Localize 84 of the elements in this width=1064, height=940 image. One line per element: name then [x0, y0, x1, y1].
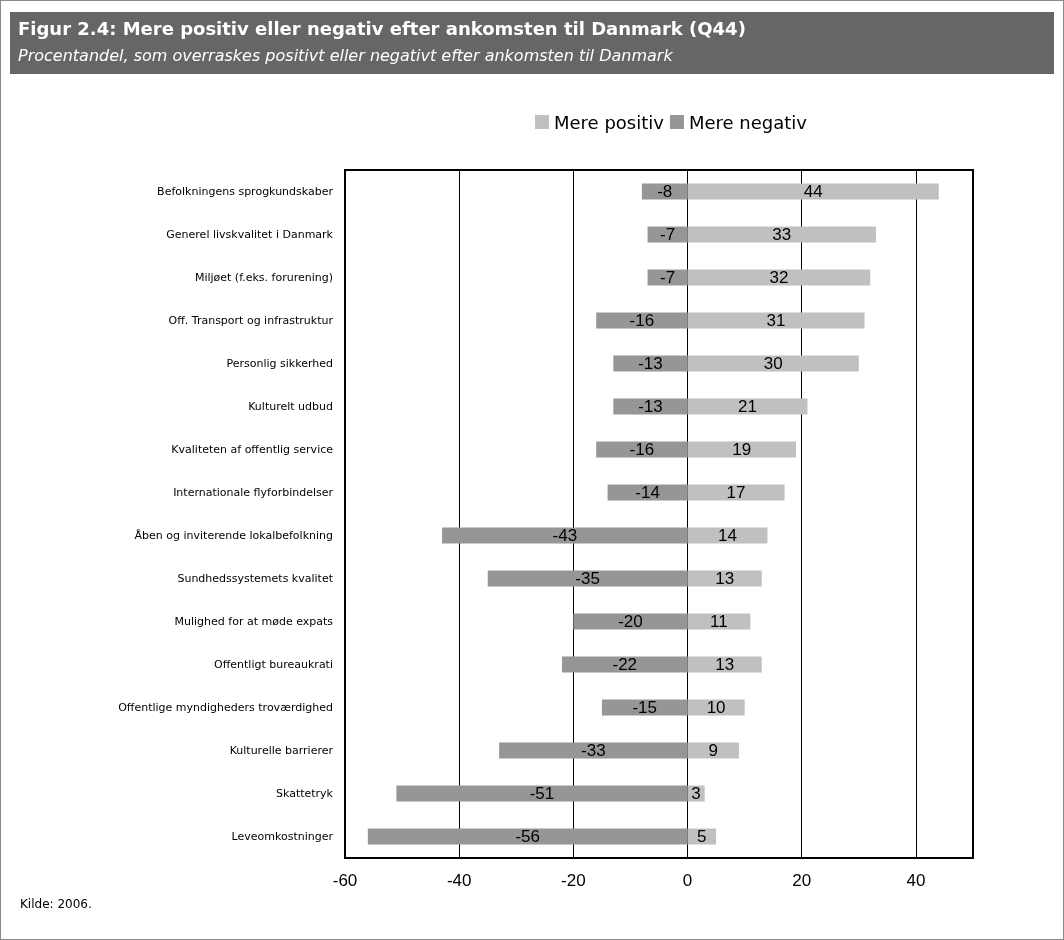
- bar: [647, 226, 688, 243]
- bar: [687, 484, 785, 501]
- data-label: -56: [515, 827, 540, 846]
- data-label: 17: [726, 483, 746, 502]
- chart-subtitle: Procentandel, som overraskes positivt eller negativt efter ankomsten til Danmark: [10, 42, 1054, 74]
- x-tick-label: 20: [792, 871, 812, 890]
- bar: [687, 269, 871, 286]
- chart-title: Figur 2.4: Mere positiv eller negativ efter ankomsten til Danmark (Q44): [10, 12, 1054, 42]
- bar: [687, 742, 739, 759]
- bar: [613, 355, 688, 372]
- data-label: -22: [612, 655, 638, 674]
- bar: [573, 613, 688, 630]
- bar: [687, 183, 939, 200]
- data-label: -13: [638, 354, 663, 373]
- data-label: -35: [575, 569, 600, 588]
- x-tick-label: -40: [446, 871, 472, 890]
- data-label: -51: [529, 784, 555, 803]
- bar: [687, 527, 768, 544]
- y-tick-label: Sundhedssystemets kvalitet: [177, 572, 334, 585]
- data-label: -16: [629, 440, 655, 459]
- y-tick-label: Åben og inviterende lokalbefolkning: [134, 529, 333, 542]
- data-label: 13: [715, 569, 735, 588]
- bar: [687, 398, 808, 415]
- x-tick-label: -20: [561, 871, 586, 890]
- y-tick-label: Befolkningens sprogkundskaber: [157, 185, 334, 198]
- data-label: -33: [581, 741, 606, 760]
- data-label: 31: [766, 311, 786, 330]
- bar: [607, 484, 688, 501]
- bar: [601, 699, 688, 716]
- bar: [487, 570, 688, 587]
- bar: [561, 656, 688, 673]
- y-tick-label: Kulturelle barrierer: [229, 744, 334, 757]
- data-label: -14: [635, 483, 660, 502]
- x-tick-label: 0: [682, 871, 693, 890]
- data-label: 3: [691, 784, 701, 803]
- bar: [367, 828, 688, 845]
- data-label: -8: [657, 182, 673, 201]
- data-label: 21: [738, 397, 757, 416]
- y-tick-label: Leveomkostninger: [231, 830, 334, 843]
- data-label: -13: [638, 397, 663, 416]
- data-label: 19: [732, 440, 752, 459]
- bar: [613, 398, 688, 415]
- data-label: -20: [618, 612, 643, 631]
- data-label: 9: [708, 741, 718, 760]
- data-label: -16: [629, 311, 655, 330]
- data-label: 44: [803, 182, 823, 201]
- bar: [396, 785, 688, 802]
- bar: [687, 355, 859, 372]
- bar: [647, 269, 688, 286]
- y-tick-label: Internationale flyforbindelser: [173, 486, 334, 499]
- legend-label: Mere negativ: [688, 111, 808, 133]
- x-tick-label: -60: [332, 871, 358, 890]
- y-tick-label: Skattetryk: [275, 787, 334, 800]
- y-tick-label: Personlig sikkerhed: [226, 357, 333, 370]
- data-label: 14: [718, 526, 737, 545]
- y-tick-label: Off. Transport og infrastruktur: [168, 314, 334, 327]
- bar: [499, 742, 688, 759]
- bar: [687, 441, 797, 458]
- y-tick-label: Generel livskvalitet i Danmark: [166, 228, 334, 241]
- data-label: 11: [710, 612, 728, 631]
- data-label: -7: [660, 225, 676, 244]
- y-tick-label: Kvaliteten af offentlig service: [171, 443, 334, 456]
- data-label: -43: [552, 526, 578, 545]
- y-tick-label: Offentlige myndigheders troværdighed: [118, 701, 333, 714]
- data-label: 5: [697, 827, 707, 846]
- data-label: -15: [632, 698, 658, 717]
- data-label: 33: [772, 225, 792, 244]
- data-label: 10: [706, 698, 726, 717]
- bar: [596, 441, 688, 458]
- y-tick-label: Offentligt bureaukrati: [214, 658, 333, 671]
- data-label: 32: [769, 268, 789, 287]
- data-label: 30: [763, 354, 783, 373]
- y-tick-label: Kulturelt udbud: [248, 400, 333, 413]
- bar: [687, 312, 865, 329]
- x-tick-label: 40: [906, 871, 926, 890]
- bar: [687, 226, 876, 243]
- text: Kilde: 2006.: [20, 897, 92, 911]
- y-tick-label: Miljøet (f.eks. forurening): [194, 271, 333, 284]
- legend-label: Mere positiv: [554, 111, 665, 133]
- data-label: 13: [715, 655, 735, 674]
- data-label: -7: [660, 268, 676, 287]
- bar: [442, 527, 688, 544]
- y-tick-label: Mulighed for at møde expats: [174, 615, 334, 628]
- bar: [596, 312, 688, 329]
